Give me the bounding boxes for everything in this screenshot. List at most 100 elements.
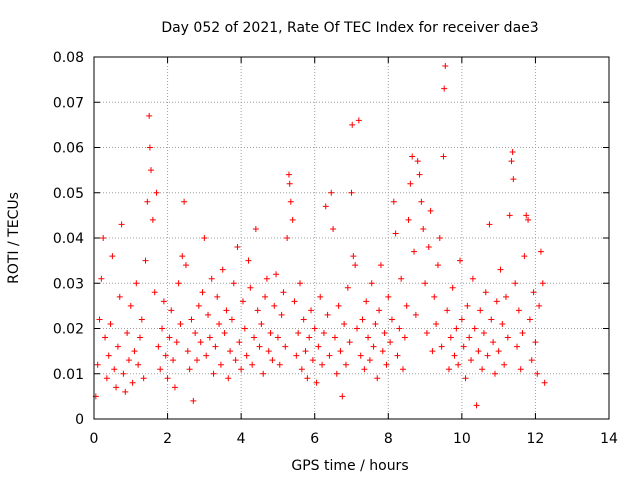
data-point [219,266,226,273]
data-point [464,302,471,309]
data-point [111,366,118,373]
grid-lines [94,57,609,419]
data-point [170,357,177,364]
data-point [355,117,362,124]
data-point [427,207,434,214]
data-point [94,361,101,368]
data-point [142,257,149,264]
data-point [509,149,516,156]
data-point [433,320,440,327]
data-point [234,244,241,251]
data-points [92,63,548,409]
data-point [285,171,292,178]
data-point [118,221,125,228]
y-axis-label: ROTI / TECUs [6,192,22,284]
data-point [370,343,377,350]
y-tick-label: 0.03 [53,276,84,292]
data-point [354,325,361,332]
data-point [102,334,109,341]
data-point [490,339,497,346]
data-point [133,280,140,287]
data-point [394,352,401,359]
chart-title: Day 052 of 2021, Rate Of TEC Index for r… [161,20,538,36]
data-point [453,325,460,332]
data-point [441,85,448,92]
data-point [477,307,484,314]
data-point [302,348,309,355]
data-point [482,289,489,296]
data-point [149,216,156,223]
data-point [530,289,537,296]
data-point [398,275,405,282]
data-point [328,189,335,196]
data-point [293,352,300,359]
data-point [124,330,131,337]
data-point [199,289,206,296]
data-point [113,384,120,391]
data-point [245,257,252,264]
data-point [466,334,473,341]
data-point [445,366,452,373]
data-point [148,167,155,174]
data-point [368,280,375,287]
data-point [420,225,427,232]
y-tick-label: 0.05 [53,186,84,202]
data-point [348,189,355,196]
data-point [405,216,412,223]
data-point [116,293,123,300]
data-point [331,334,338,341]
data-point [171,384,178,391]
data-point [333,370,340,377]
data-point [392,230,399,237]
data-point [365,334,372,341]
x-tick-label: 12 [527,431,545,447]
data-point [136,334,143,341]
data-point [190,397,197,404]
data-point [175,280,182,287]
data-point [361,366,368,373]
data-point [473,402,480,409]
data-point [383,361,390,368]
data-point [434,262,441,269]
data-point [460,343,467,350]
data-point [306,334,313,341]
data-point [280,289,287,296]
data-point [536,302,543,309]
x-tick-label: 8 [384,431,393,447]
data-point [525,216,532,223]
data-point [96,316,103,323]
data-point [179,253,186,260]
data-point [457,257,464,264]
data-point [387,339,394,346]
data-point [192,330,199,337]
data-point [493,298,500,305]
data-point [194,357,200,364]
data-point [239,298,246,305]
data-point [425,244,432,251]
data-point [173,339,180,346]
data-point [216,320,223,327]
data-point [436,235,443,241]
data-point [184,348,191,355]
data-point [376,307,383,314]
data-point [444,307,451,314]
data-point [100,235,107,241]
data-point [337,348,344,355]
data-point [385,293,392,300]
data-point [541,379,548,386]
data-point [300,316,307,323]
data-point [228,316,235,323]
data-point [311,325,318,332]
data-point [308,307,315,314]
data-point [359,316,366,323]
data-point [497,266,504,273]
data-point [271,302,278,309]
data-point [273,271,280,278]
y-tick-label: 0.08 [53,50,84,66]
data-point [480,330,487,337]
data-point [254,307,261,314]
data-point [227,348,234,355]
data-point [241,325,248,332]
data-point [289,216,296,223]
data-point [534,370,541,377]
